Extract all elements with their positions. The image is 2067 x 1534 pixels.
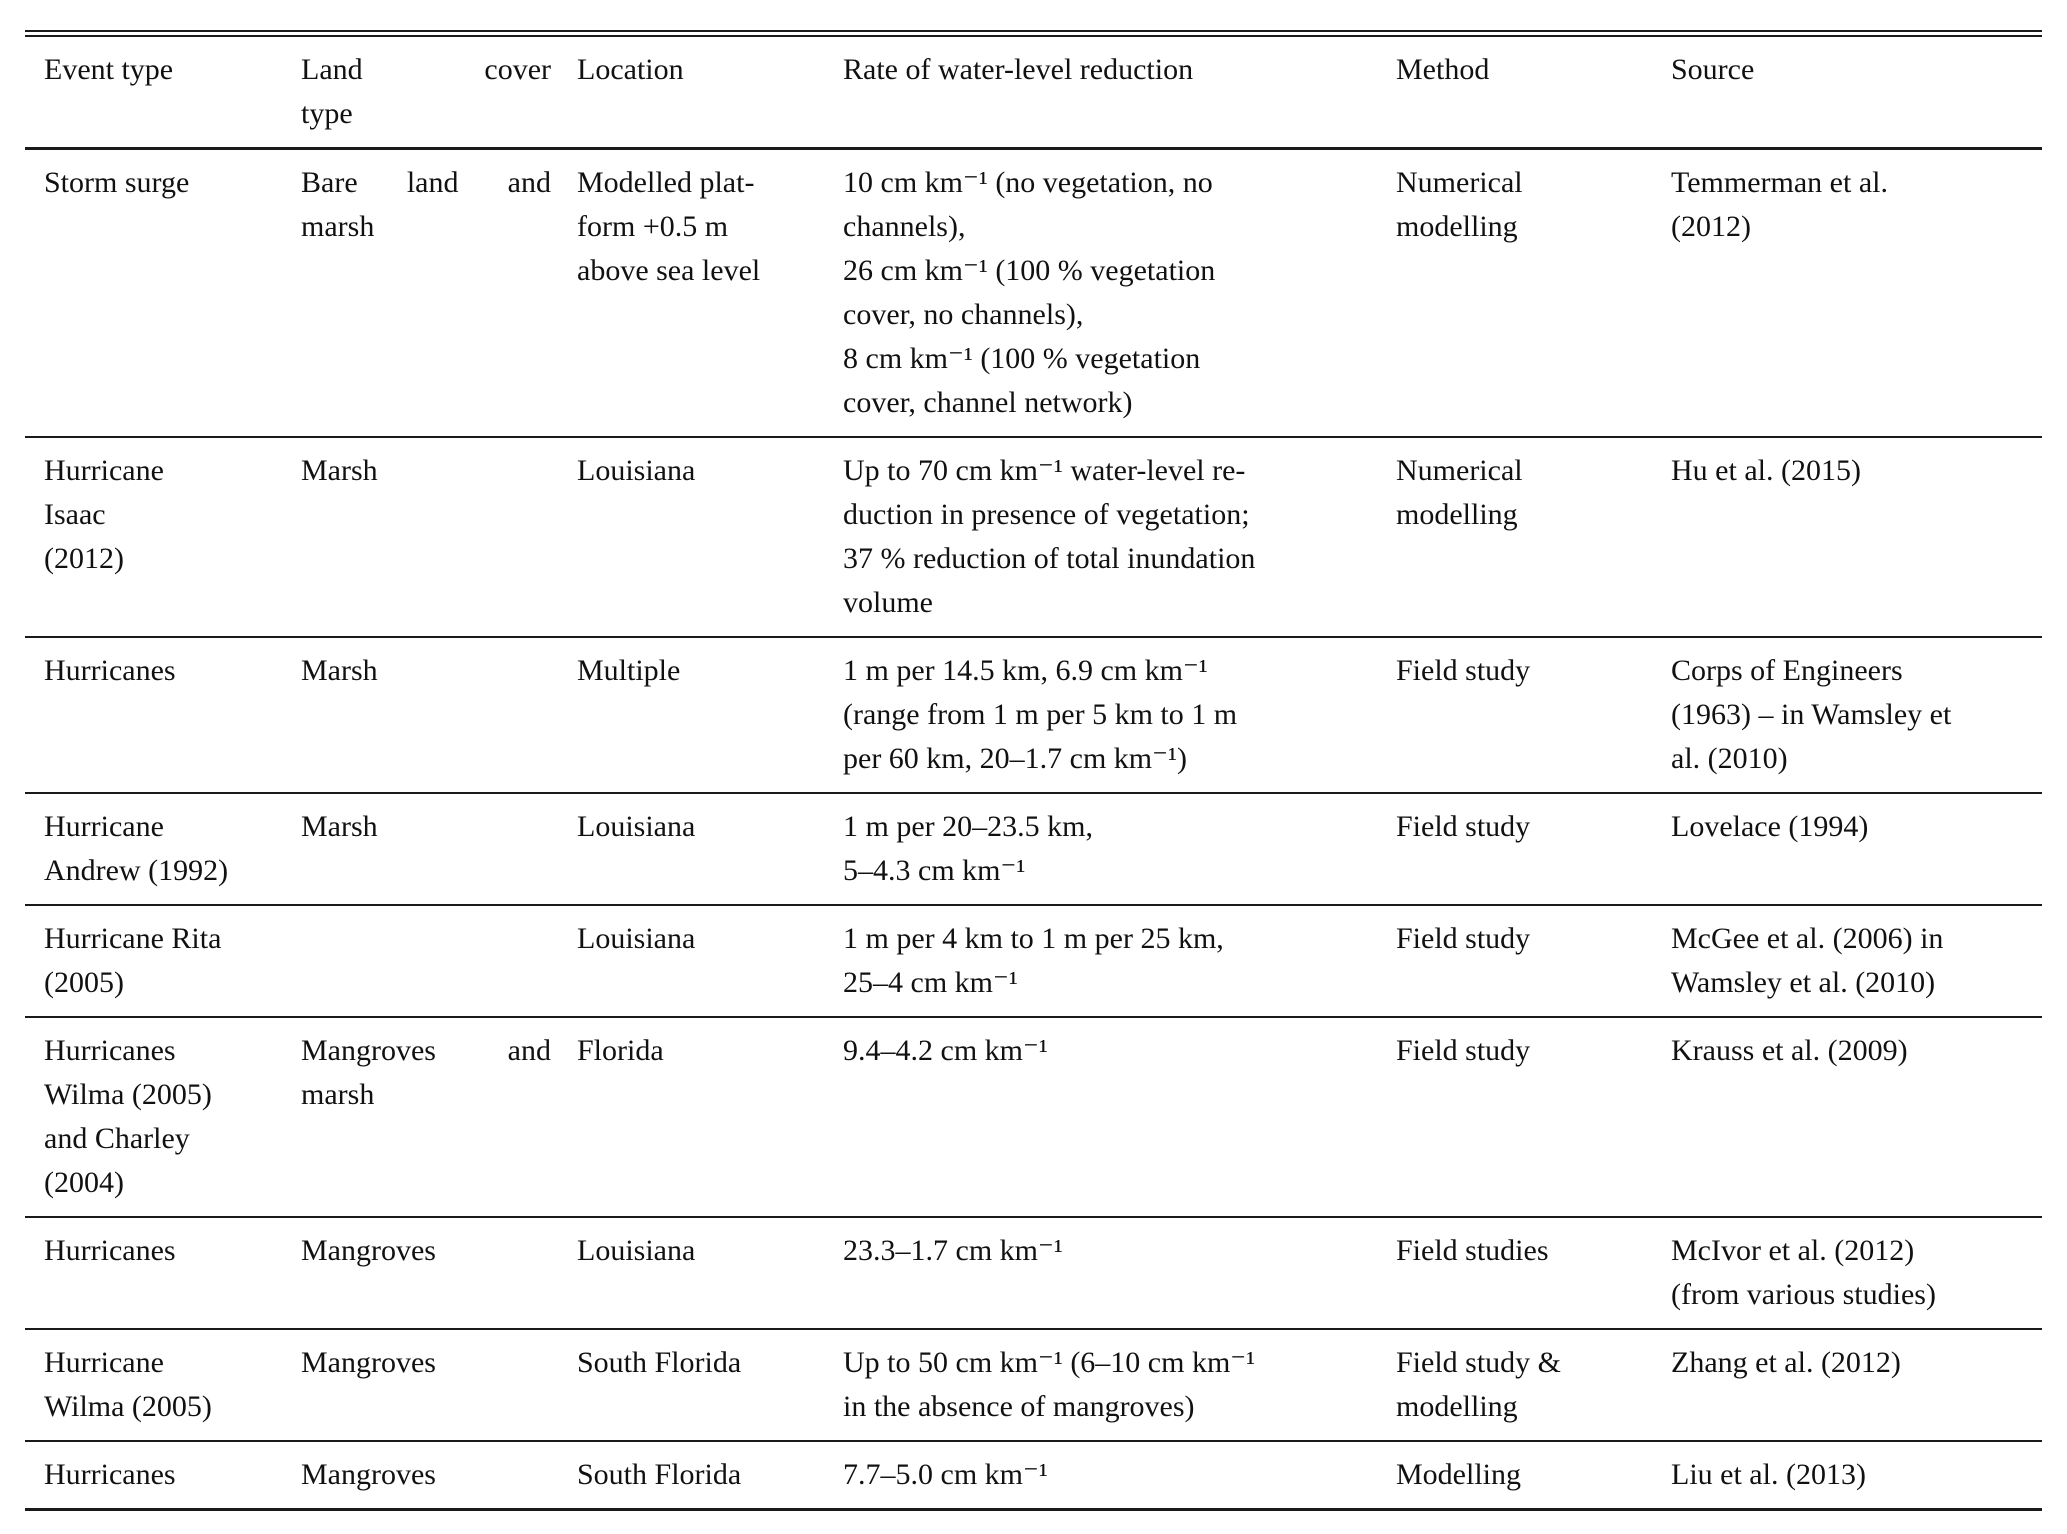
cell-event-type: Hurricane Andrew (1992)	[25, 792, 301, 905]
cell-location: Louisiana	[577, 792, 843, 905]
cell-method: Numerical modelling	[1396, 147, 1671, 437]
cell-source: Lovelace (1994)	[1671, 792, 2042, 905]
cell-rate: 23.3–1.7 cm km⁻¹	[843, 1216, 1396, 1329]
cell-source: Hu et al. (2015)	[1671, 436, 2042, 637]
table-row: Hurricane Rita (2005) Louisiana 1 m per …	[25, 904, 2042, 1017]
cell-rate: Up to 50 cm km⁻¹ (6–10 cm km⁻¹ in the ab…	[843, 1328, 1396, 1441]
cell-source: Corps of Engineers (1963) – in Wamsley e…	[1671, 636, 2042, 793]
cell-land-cover: Bare land and marsh	[301, 147, 577, 437]
cell-source: McGee et al. (2006) in Wamsley et al. (2…	[1671, 904, 2042, 1017]
cell-rate: 1 m per 20–23.5 km, 5–4.3 cm km⁻¹	[843, 792, 1396, 905]
cell-location: Multiple	[577, 636, 843, 793]
cell-source: Temmerman et al. (2012)	[1671, 147, 2042, 437]
table-row: Storm surge Bare land and marsh Modelled…	[25, 147, 2042, 437]
cell-event-type: Hurricanes	[25, 636, 301, 793]
cell-land-cover: Marsh	[301, 436, 577, 637]
cell-location: South Florida	[577, 1440, 843, 1510]
cell-location: Louisiana	[577, 1216, 843, 1329]
cell-location: South Florida	[577, 1328, 843, 1441]
table-row: Hurricanes Mangroves South Florida 7.7–5…	[25, 1440, 2042, 1510]
cell-method: Numerical modelling	[1396, 436, 1671, 637]
cell-land-cover: Mangroves and marsh	[301, 1016, 577, 1217]
data-table: Event type Land cover type Location Rate…	[25, 30, 2042, 1511]
cell-land-cover: Mangroves	[301, 1216, 577, 1329]
cell-location: Florida	[577, 1016, 843, 1217]
header-row: Event type Land cover type Location Rate…	[25, 33, 2042, 150]
column-header-rate: Rate of water-level reduction	[843, 33, 1396, 150]
cell-method: Field study	[1396, 636, 1671, 793]
cell-land-cover	[301, 904, 577, 1017]
column-header-event-type: Event type	[25, 33, 301, 150]
cell-land-cover: Marsh	[301, 792, 577, 905]
cell-land-cover: Mangroves	[301, 1440, 577, 1510]
cell-location: Louisiana	[577, 436, 843, 637]
cell-method: Modelling	[1396, 1440, 1671, 1510]
cell-method: Field study	[1396, 792, 1671, 905]
cell-rate: 1 m per 14.5 km, 6.9 cm km⁻¹ (range from…	[843, 636, 1396, 793]
cell-rate: Up to 70 cm km⁻¹ water-level re- duction…	[843, 436, 1396, 637]
cell-method: Field studies	[1396, 1216, 1671, 1329]
column-header-method: Method	[1396, 33, 1671, 150]
cell-method: Field study & modelling	[1396, 1328, 1671, 1441]
cell-rate: 9.4–4.2 cm km⁻¹	[843, 1016, 1396, 1217]
cell-location: Modelled plat- form +0.5 m above sea lev…	[577, 147, 843, 437]
table-row: Hurricanes Mangroves Louisiana 23.3–1.7 …	[25, 1216, 2042, 1329]
cell-rate: 10 cm km⁻¹ (no vegetation, no channels),…	[843, 147, 1396, 437]
column-header-location: Location	[577, 33, 843, 150]
cell-rate: 1 m per 4 km to 1 m per 25 km, 25–4 cm k…	[843, 904, 1396, 1017]
cell-event-type: Hurricanes	[25, 1440, 301, 1510]
table-row: Hurricanes Wilma (2005) and Charley (200…	[25, 1016, 2042, 1217]
cell-source: Krauss et al. (2009)	[1671, 1016, 2042, 1217]
cell-source: McIvor et al. (2012) (from various studi…	[1671, 1216, 2042, 1329]
table-row: Hurricanes Marsh Multiple 1 m per 14.5 k…	[25, 636, 2042, 793]
cell-event-type: Hurricane Wilma (2005)	[25, 1328, 301, 1441]
cell-rate: 7.7–5.0 cm km⁻¹	[843, 1440, 1396, 1510]
cell-location: Louisiana	[577, 904, 843, 1017]
cell-method: Field study	[1396, 1016, 1671, 1217]
cell-source: Liu et al. (2013)	[1671, 1440, 2042, 1510]
table-row: Hurricane Andrew (1992) Marsh Louisiana …	[25, 792, 2042, 905]
cell-source: Zhang et al. (2012)	[1671, 1328, 2042, 1441]
water-level-reduction-table: Event type Land cover type Location Rate…	[25, 30, 2042, 1511]
cell-land-cover: Mangroves	[301, 1328, 577, 1441]
table-row: Hurricane Wilma (2005) Mangroves South F…	[25, 1328, 2042, 1441]
cell-method: Field study	[1396, 904, 1671, 1017]
cell-event-type: Hurricanes	[25, 1216, 301, 1329]
column-header-source: Source	[1671, 33, 2042, 150]
cell-event-type: Hurricane Isaac (2012)	[25, 436, 301, 637]
cell-event-type: Hurricanes Wilma (2005) and Charley (200…	[25, 1016, 301, 1217]
cell-event-type: Hurricane Rita (2005)	[25, 904, 301, 1017]
table-row: Hurricane Isaac (2012) Marsh Louisiana U…	[25, 436, 2042, 637]
column-header-land-cover-type: Land cover type	[301, 33, 577, 150]
cell-land-cover: Marsh	[301, 636, 577, 793]
cell-event-type: Storm surge	[25, 147, 301, 437]
